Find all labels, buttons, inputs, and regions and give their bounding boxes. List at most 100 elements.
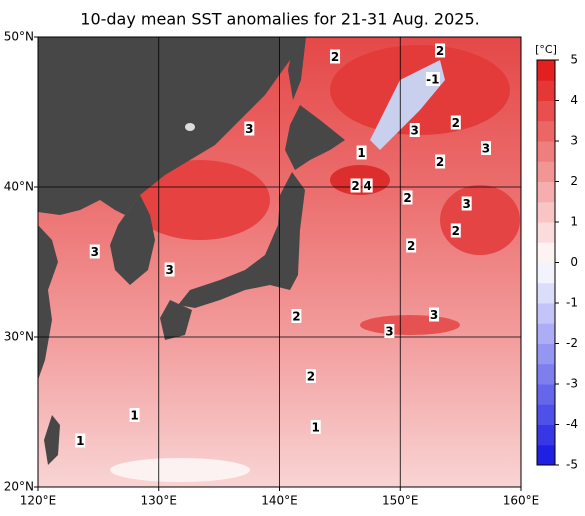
x-tick-label: 120°E <box>20 494 57 508</box>
title: 10-day mean SST anomalies for 21-31 Aug.… <box>80 10 479 29</box>
contour-label: 3 <box>430 308 438 322</box>
colorbar-tick-label: 2 <box>570 174 578 188</box>
contour-label: 2 <box>436 44 444 58</box>
colorbar-tick-label: 4 <box>570 93 578 107</box>
contour-label-box <box>429 307 440 322</box>
land <box>110 195 155 285</box>
colorbar-tick-label: 3 <box>570 134 578 148</box>
land <box>44 415 60 465</box>
warm-area <box>360 315 460 335</box>
contour-label: 4 <box>363 179 371 193</box>
contour-label-box <box>435 154 446 169</box>
contour-label: 3 <box>245 122 253 136</box>
contour-label-box <box>450 115 461 130</box>
colorbar-segment <box>537 404 555 425</box>
land <box>38 225 58 380</box>
y-tick-label: 50°N <box>4 30 34 44</box>
colorbar-unit: [°C] <box>535 43 557 56</box>
contour-label-box <box>480 141 491 155</box>
contour-label-box <box>244 121 255 136</box>
colorbar-tick-label: -5 <box>566 458 578 472</box>
land <box>288 37 306 100</box>
colorbar-tick-label: -4 <box>566 417 578 431</box>
contour-label-box <box>75 433 86 448</box>
contour-label: 1 <box>76 434 84 448</box>
contour-label: 2 <box>351 179 359 193</box>
contour-label-box <box>89 244 100 259</box>
contour-label-box <box>425 72 440 86</box>
contour-label: 3 <box>165 263 173 277</box>
contour-label-box <box>129 408 140 422</box>
contour-label-box <box>305 369 316 383</box>
colorbar-segment <box>537 323 555 344</box>
contour-label: 2 <box>436 155 444 169</box>
x-tick-label: 150°E <box>382 494 419 508</box>
colorbar-segment <box>537 161 555 182</box>
contour-label-box <box>310 420 321 434</box>
y-tick-label: 30°N <box>4 330 34 344</box>
land <box>178 172 305 308</box>
colorbar-segment <box>537 141 555 162</box>
contour-label: 2 <box>403 191 411 205</box>
colorbar-segment <box>537 222 555 243</box>
mild-area <box>110 458 250 482</box>
colorbar-segment <box>537 303 555 324</box>
colorbar-segment <box>537 424 555 446</box>
colorbar-segment <box>537 363 555 385</box>
contour-label-box <box>435 43 446 58</box>
colorbar-segment <box>537 242 555 263</box>
colorbar-tick-label: 5 <box>570 53 578 67</box>
colorbar-tick-label: 0 <box>570 255 578 269</box>
colorbar-segment <box>537 343 555 365</box>
colorbar-segment <box>537 120 555 142</box>
contour-label: 1 <box>130 409 138 423</box>
colorbar-tick-label: -2 <box>566 336 578 350</box>
contour-label: 3 <box>462 197 470 211</box>
contour-label-box <box>164 262 175 277</box>
contour-label-box <box>461 196 472 211</box>
x-tick-label: 160°E <box>503 494 540 508</box>
contour-label: 2 <box>292 310 300 324</box>
contour-label: 1 <box>312 421 320 435</box>
contour-label-box <box>402 190 413 205</box>
x-tick-label: 140°E <box>261 494 298 508</box>
contour-label: 3 <box>482 142 490 156</box>
contour-label: 2 <box>452 116 460 130</box>
colorbar-tick-label: -3 <box>566 377 578 391</box>
contour-label: 2 <box>307 370 315 384</box>
contour-label-box <box>356 145 367 160</box>
colorbar-segment <box>537 201 555 223</box>
contour-label-box <box>291 309 302 323</box>
colorbar-segment <box>537 384 555 405</box>
y-tick-label: 20°N <box>4 480 34 494</box>
contour-label: 3 <box>411 124 419 138</box>
colorbar-segment <box>537 100 555 122</box>
colorbar-segment <box>537 60 555 81</box>
contour-label: 2 <box>331 50 339 64</box>
colorbar-tick-label: -1 <box>566 296 578 310</box>
warm-area <box>130 160 270 240</box>
colorbar-segment <box>537 262 555 284</box>
land <box>285 105 345 170</box>
contour-label-box <box>362 178 373 193</box>
map-area <box>38 37 521 487</box>
contour-label: 2 <box>452 224 460 238</box>
contour-label-box <box>409 123 420 137</box>
contour-label-box <box>384 324 395 338</box>
colorbar-tick-label: 1 <box>570 215 578 229</box>
contour-label-box <box>406 238 417 253</box>
contour-label-box <box>330 49 341 64</box>
colorbar-segment <box>537 181 555 203</box>
contour-label-box <box>450 223 461 238</box>
contour-label: -1 <box>426 73 439 87</box>
colorbar-segment <box>537 80 555 101</box>
colorbar-segment <box>537 282 555 304</box>
warm-area <box>440 185 520 255</box>
y-tick-label: 40°N <box>4 180 34 194</box>
contour-label-box <box>350 178 361 193</box>
x-tick-label: 130°E <box>141 494 178 508</box>
land <box>160 300 192 340</box>
contour-label: 2 <box>407 239 415 253</box>
contour-label: 1 <box>357 146 365 160</box>
island <box>185 123 195 131</box>
